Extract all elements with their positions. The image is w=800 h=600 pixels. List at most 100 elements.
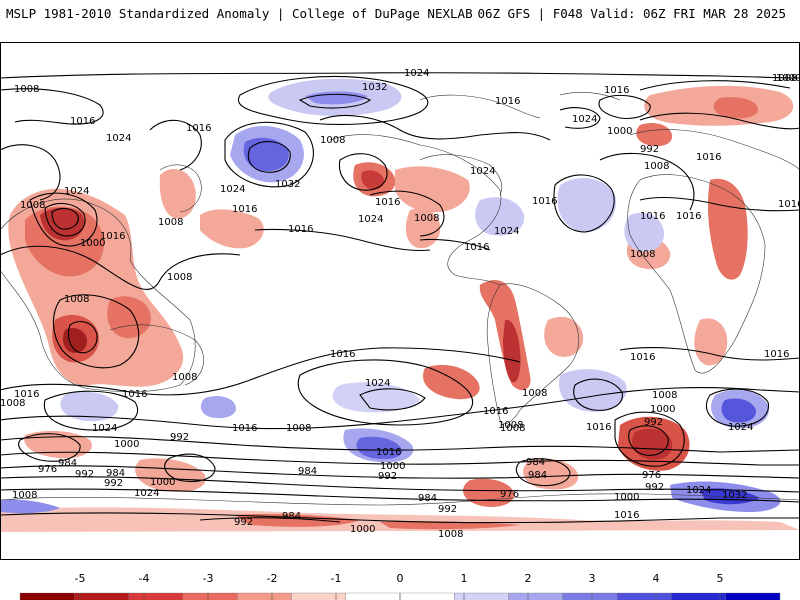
contour-label: 1024 (220, 184, 245, 195)
colorbar-swatch (291, 592, 346, 600)
colorbar-tick-label: 4 (653, 572, 660, 585)
contour-label: 1008 (414, 213, 439, 224)
contour-label: 992 (75, 469, 94, 480)
contour-label: 1000 (80, 238, 105, 249)
colorbar-swatch (74, 592, 129, 600)
contour-label: 1024 (686, 485, 711, 496)
contour-labels: 1024 1008 1032 1016 1024 1016 1000 992 1… (0, 68, 800, 540)
contour-label: 1024 (404, 68, 429, 79)
contour-label: 1016 (376, 447, 401, 458)
contour-label: 1024 (470, 166, 495, 177)
contour-label: 1000 (350, 524, 375, 535)
colorbar-swatch (616, 592, 672, 600)
contour-label: 984 (418, 493, 437, 504)
contour-label: 976 (38, 464, 57, 475)
contour-label: 1008 (320, 135, 345, 146)
contour-label: 1008 (172, 372, 197, 383)
colorbar-swatch (725, 592, 781, 600)
colorbar-tick-label: 5 (717, 572, 724, 585)
colorbar-tick-label: -4 (139, 572, 150, 585)
contour-label: 1016 (604, 85, 629, 96)
contour-label: 1016 (232, 423, 257, 434)
colorbar-swatch (454, 592, 509, 600)
contour-label: 1016 (483, 406, 508, 417)
contour-label: 1024 (92, 423, 117, 434)
contour-label: 1016 (288, 224, 313, 235)
contour-label: 1008 (644, 161, 669, 172)
contour-label: 1024 (572, 114, 597, 125)
contour-label: 1000 (607, 126, 632, 137)
contour-label: 1000 (380, 461, 405, 472)
contour-label: 1016 (232, 204, 257, 215)
contour-label: 1008 (286, 423, 311, 434)
colorbar-swatch (236, 592, 292, 600)
contour-label: 1016 (614, 510, 639, 521)
contour-label: 1024 (494, 226, 519, 237)
contour-label: 992 (644, 417, 663, 428)
contour-label: 984 (526, 457, 545, 468)
contour-label: 992 (438, 504, 457, 515)
colorbar-tick-label: -3 (203, 572, 214, 585)
colorbar-swatch (671, 592, 726, 600)
colorbar-tick-label: -1 (331, 572, 342, 585)
contour-label: 1016 (122, 389, 147, 400)
contour-label: 1008 (0, 398, 25, 409)
contour-label: 984 (106, 468, 125, 479)
run-valid-time: 06Z GFS | F048 Valid: 06Z FRI MAR 28 202… (477, 6, 786, 21)
contour-label: 1032 (275, 179, 300, 190)
contour-label: 1000 (776, 73, 800, 84)
colorbar-ticks: -5 -4 -3 -2 -1 0 1 2 3 4 5 (75, 572, 724, 600)
contour-label: 1008 (158, 217, 183, 228)
contour-label: 1008 (772, 73, 797, 84)
colorbar-swatch (345, 592, 401, 600)
colorbar-swatch (508, 592, 564, 600)
contour-label: 1000 (114, 439, 139, 450)
contour-label: 1016 (70, 116, 95, 127)
contour-label: 1008 (14, 84, 39, 95)
contour-label: 1008 (498, 420, 523, 431)
contour-label: 1024 (134, 488, 159, 499)
contour-label: 1008 (500, 423, 525, 434)
contour-label: 1016 (586, 422, 611, 433)
contour-label: 1024 (358, 214, 383, 225)
contour-label: 992 (640, 144, 659, 155)
contour-label: 992 (170, 432, 189, 443)
contour-label: 984 (282, 511, 301, 522)
contour-label: 1016 (375, 197, 400, 208)
contour-label: 1016 (186, 123, 211, 134)
contour-label: 1016 (778, 199, 800, 210)
positive-anomaly-shading (0, 78, 781, 514)
contour-label: 976 (642, 470, 661, 481)
colorbar-tick-label: 3 (589, 572, 596, 585)
colorbar: -5 -4 -3 -2 -1 0 1 2 3 4 5 (19, 572, 781, 600)
contour-label: 1008 (64, 294, 89, 305)
contour-label: 992 (234, 517, 253, 528)
map-title: MSLP 1981-2010 Standardized Anomaly | Co… (6, 6, 473, 21)
contour-label: 1008 (438, 529, 463, 540)
colorbar-tick-label: -5 (75, 572, 86, 585)
contour-label: 1032 (722, 490, 747, 501)
contour-label: 1008 (12, 490, 37, 501)
contour-label: 1016 (330, 349, 355, 360)
contour-label: 1032 (362, 82, 387, 93)
coastlines (0, 91, 800, 506)
colorbar-tick-label: 0 (397, 572, 404, 585)
colorbar-tick-label: 2 (525, 572, 532, 585)
contour-label: 984 (528, 470, 547, 481)
contour-label: 1024 (106, 133, 131, 144)
contour-label: 992 (378, 471, 397, 482)
contour-label: 1008 (20, 200, 45, 211)
contour-label: 1024 (365, 378, 390, 389)
contour-label: 992 (645, 482, 664, 493)
contour-label: 1000 (614, 492, 639, 503)
contour-label: 1000 (650, 404, 675, 415)
colorbar-swatch (562, 592, 618, 600)
contour-label: 1024 (728, 422, 753, 433)
contour-label: 1008 (167, 272, 192, 283)
contour-label: 1000 (150, 477, 175, 488)
contour-label: 1008 (652, 390, 677, 401)
anomaly-map: 1024 1008 1032 1016 1024 1016 1000 992 1… (0, 42, 800, 560)
colorbar-swatch (399, 592, 455, 600)
contour-label: 1016 (495, 96, 520, 107)
contour-label: 1016 (676, 211, 701, 222)
